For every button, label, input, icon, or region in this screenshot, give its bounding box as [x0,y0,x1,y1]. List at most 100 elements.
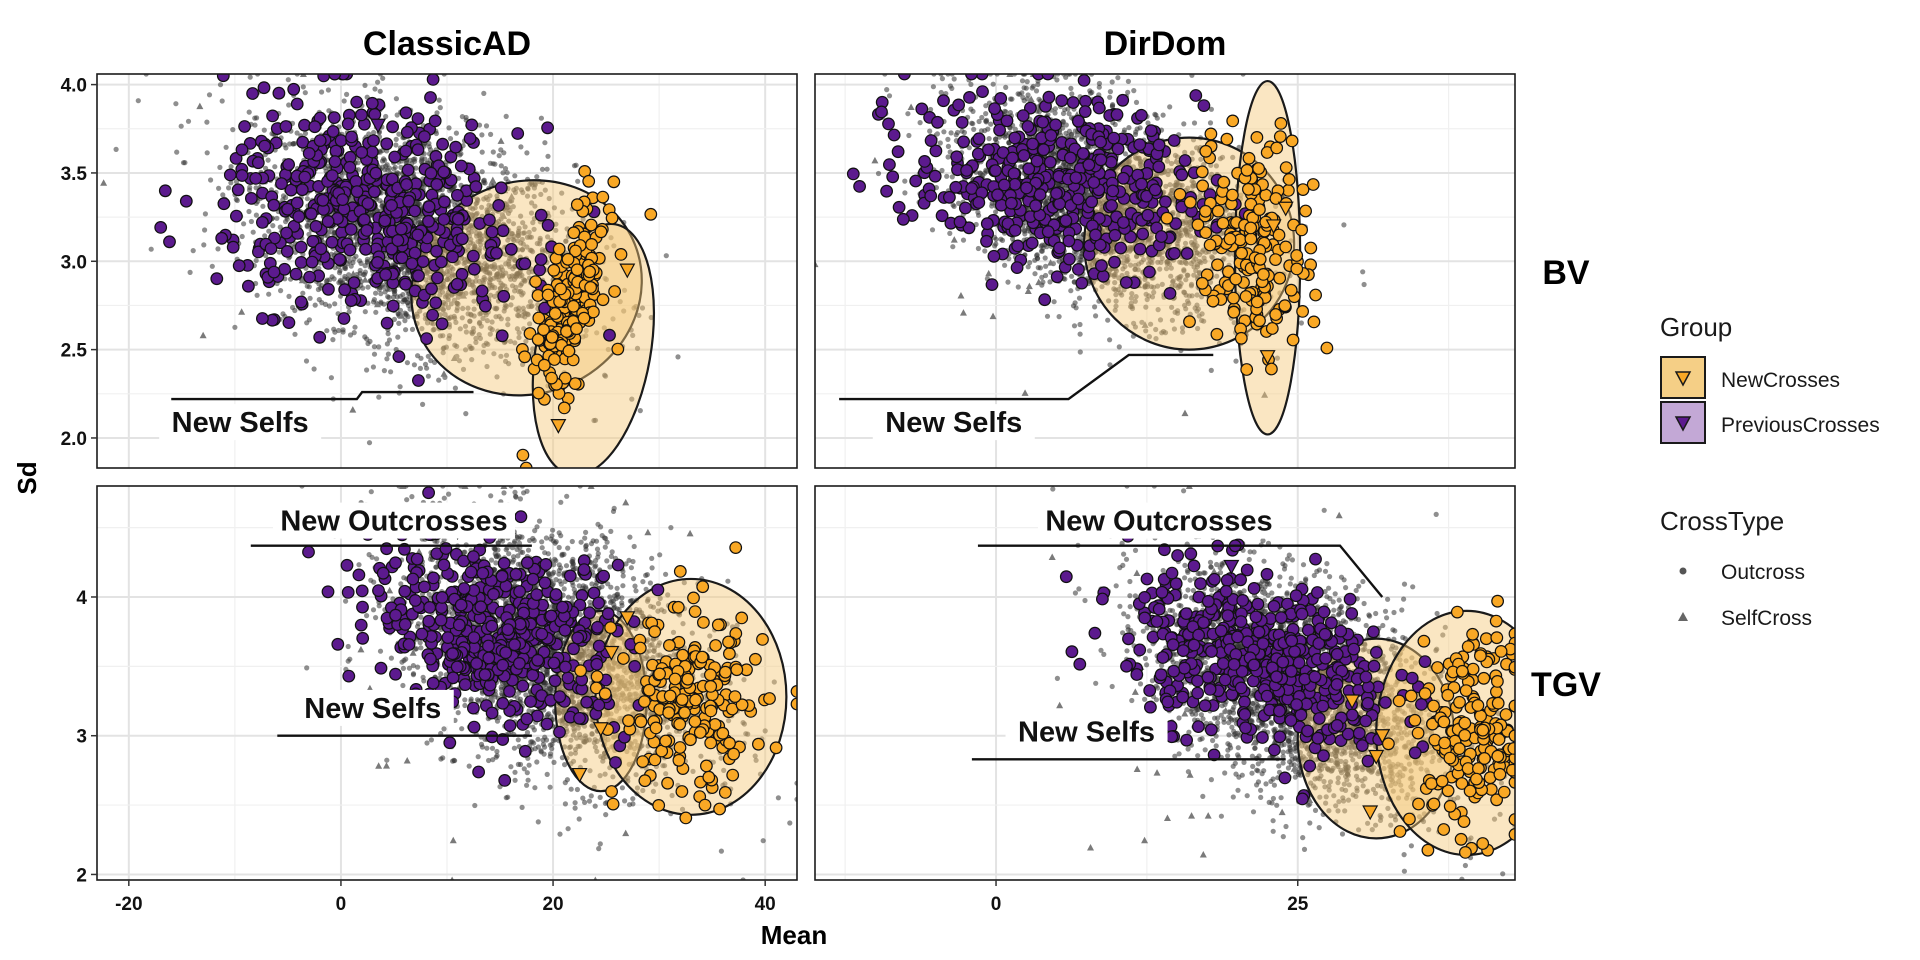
previouscrosses-point [341,117,355,131]
previouscrosses-point [485,225,499,239]
newcrosses-point [584,281,597,294]
outcross-point [494,374,500,380]
outcross-point [498,353,504,359]
newcrosses-point [552,242,566,256]
annotation-label: New Selfs [172,407,309,439]
outcross-point [380,164,386,170]
previouscrosses-point [365,145,379,159]
outcross-point [487,193,493,199]
outcross-point [396,131,402,137]
previouscrosses-point [294,295,308,309]
outcross-point [446,333,453,339]
outcross-point [1139,319,1145,325]
outcross-point [462,323,469,329]
outcross-point [1007,110,1014,116]
outcross-point [1044,313,1051,319]
outcross-point [1145,120,1151,126]
previouscrosses-point [388,150,402,164]
previouscrosses-point [327,111,341,124]
outcross-point [1189,150,1195,156]
previouscrosses-point [435,317,449,331]
previouscrosses-point [467,249,480,263]
newcrosses-point [584,218,598,232]
outcross-point [498,147,504,153]
newcrosses-point [596,190,610,204]
outcross-point [260,203,266,209]
outcross-point [1192,235,1198,241]
outcross-point [371,129,377,136]
outcross-point [1126,125,1132,131]
previouscrosses-point [251,156,265,170]
outcross-point [944,173,950,179]
outcross-point [917,120,923,126]
outcross-point [247,184,253,190]
outcross-point [280,193,287,199]
outcross-point [1155,283,1161,289]
outcross-point [477,311,483,317]
previouscrosses-point [504,242,518,256]
newcrosses-point [547,263,561,277]
outcross-point [362,309,368,315]
previouscrosses-point [235,169,249,182]
outcross-point [496,277,502,283]
outcross-point [471,289,477,295]
outcross-point [592,417,599,423]
outcross-point [559,190,565,196]
outcross-point [1182,149,1188,155]
previouscrosses-point [282,316,296,330]
outcross-point [437,292,443,298]
outcross-point [1076,295,1083,301]
outcross-point [1017,164,1024,170]
panel-dirdom-bv: New Selfs [814,73,1516,469]
outcross-point [486,207,492,213]
newcrosses-point [594,225,608,239]
outcross-point [496,153,502,159]
outcross-point [411,362,417,368]
outcross-point [292,141,298,147]
outcross-point [1180,329,1186,335]
outcross-point [460,366,467,372]
previouscrosses-point [483,213,496,227]
outcross-point [487,331,493,337]
outcross-point [503,358,509,364]
outcross-point [463,347,469,353]
outcross-point [452,342,458,348]
outcross-point [1125,78,1131,84]
outcross-point [220,192,226,198]
previouscrosses-point [298,170,312,184]
outcross-point [968,81,974,87]
outcross-point [455,301,461,307]
outcross-point [448,301,454,307]
outcross-point [447,268,453,274]
previouscrosses-point [281,202,295,216]
outcross-point [386,294,392,301]
previouscrosses-point [386,299,400,313]
outcross-point [520,361,526,368]
outcross-point [611,243,617,249]
previouscrosses-point [302,146,316,160]
previouscrosses-point [365,96,379,110]
outcross-point [384,356,390,362]
outcross-point [294,130,300,136]
outcross-point [353,253,359,259]
previouscrosses-point [325,235,339,249]
outcross-point [1219,154,1226,160]
outcross-point [525,186,531,192]
outcross-point [519,292,525,298]
previouscrosses-point [314,242,328,256]
outcross-point [204,119,210,125]
outcross-point [527,321,533,327]
newcrosses-point [570,322,583,336]
outcross-point [442,311,448,318]
outcross-point [621,308,627,314]
outcross-point [601,325,607,331]
outcross-point [348,263,354,269]
previouscrosses-point [163,235,176,249]
outcross-point [508,302,514,308]
outcross-point [1148,321,1154,327]
previouscrosses-point [391,234,405,247]
outcross-point [304,196,310,202]
outcross-point [575,178,581,184]
selfcross-point [508,192,516,200]
previouscrosses-point [280,226,293,240]
